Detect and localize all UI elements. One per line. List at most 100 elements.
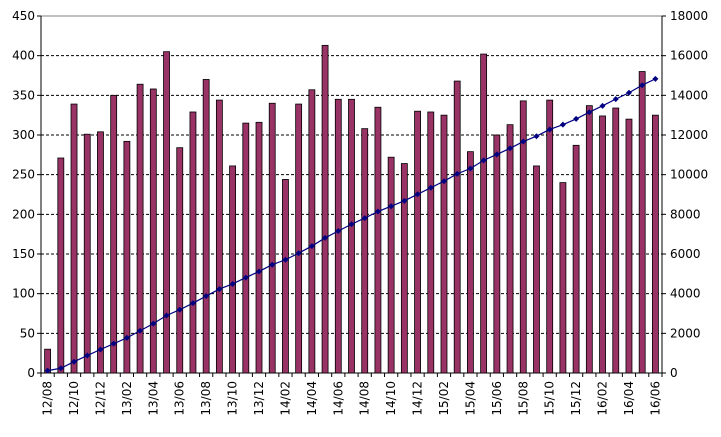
- bar: [453, 80, 461, 374]
- line-point: [414, 191, 421, 198]
- x-tick-label: 12/12: [93, 381, 107, 416]
- line-point: [374, 208, 381, 215]
- bar: [467, 151, 474, 374]
- line-point: [150, 320, 157, 327]
- bar: [189, 111, 197, 374]
- line-point: [573, 115, 580, 122]
- line-point: [203, 293, 210, 300]
- bar: [599, 115, 606, 374]
- x-tick-label: 13/02: [120, 381, 134, 416]
- bar: [229, 165, 236, 374]
- line-point: [467, 165, 474, 172]
- line-point: [189, 300, 196, 307]
- bar: [334, 98, 342, 374]
- line-point: [520, 138, 527, 145]
- bar: [149, 88, 157, 374]
- line-point: [361, 215, 368, 222]
- x-tick-label: 14/10: [384, 381, 398, 416]
- line-point: [176, 306, 183, 313]
- line-point: [427, 184, 434, 191]
- x-tick-label: 13/12: [252, 381, 266, 416]
- y-left-tick-label: 200: [12, 207, 35, 221]
- line-point: [388, 203, 395, 210]
- line-point: [269, 261, 276, 268]
- y-left-tick-label: 300: [12, 128, 35, 142]
- x-tick-label: 14/04: [305, 381, 319, 416]
- bar: [427, 111, 435, 374]
- bar: [651, 114, 659, 374]
- line-point: [652, 75, 659, 82]
- bar: [348, 98, 355, 374]
- bar: [638, 71, 646, 374]
- line-point: [546, 126, 553, 133]
- x-tick-label: 14/06: [331, 381, 345, 416]
- bar: [295, 103, 303, 374]
- bar: [506, 124, 514, 374]
- y-left-tick-label: 250: [12, 168, 35, 182]
- bar: [57, 157, 65, 374]
- bar: [519, 100, 527, 374]
- bar: [136, 83, 144, 374]
- line-point: [493, 151, 500, 158]
- line-point: [110, 340, 117, 347]
- bar: [387, 156, 395, 374]
- bar: [374, 106, 382, 374]
- line-point: [57, 365, 64, 372]
- line-point: [625, 89, 632, 96]
- x-tick-label: 15/02: [437, 381, 451, 416]
- bar: [440, 114, 448, 374]
- x-tick-label: 16/06: [648, 381, 662, 416]
- y-left-tick-label: 450: [12, 9, 35, 23]
- x-tick-label: 13/06: [173, 381, 187, 416]
- bar: [572, 144, 580, 374]
- line-point: [480, 157, 487, 164]
- y-left-tick-label: 400: [12, 49, 35, 63]
- line-point: [586, 109, 593, 116]
- line-point: [216, 286, 223, 293]
- bar: [163, 51, 170, 374]
- y-right-tick-label: 6000: [670, 247, 701, 261]
- line-point: [163, 312, 170, 319]
- bar: [176, 147, 184, 374]
- line-point: [308, 243, 315, 250]
- line-point: [295, 250, 302, 257]
- bar: [70, 103, 78, 374]
- x-tick-label: 12/08: [41, 381, 55, 416]
- line-point: [533, 133, 540, 140]
- y-right-tick-label: 0: [670, 366, 678, 380]
- x-tick-label: 16/04: [622, 381, 636, 416]
- bar: [83, 133, 91, 374]
- bar: [242, 122, 250, 374]
- bar: [414, 110, 421, 374]
- x-tick-label: 13/08: [199, 381, 213, 416]
- bar: [110, 94, 118, 374]
- line-point: [256, 268, 263, 275]
- x-tick-label: 14/08: [358, 381, 372, 416]
- bar: [612, 107, 620, 374]
- x-tick-label: 14/12: [411, 381, 425, 416]
- y-right-tick-label: 12000: [670, 128, 708, 142]
- line-point: [348, 221, 355, 228]
- bar: [493, 134, 501, 374]
- y-right-tick-label: 10000: [670, 168, 708, 182]
- bar: [559, 182, 567, 374]
- y-right-tick-label: 14000: [670, 88, 708, 102]
- x-tick-label: 13/10: [226, 381, 240, 416]
- y-right-tick-label: 4000: [670, 287, 701, 301]
- y-right-tick-label: 2000: [670, 326, 701, 340]
- bar: [123, 140, 131, 374]
- y-left-tick-label: 0: [27, 366, 35, 380]
- line-point: [335, 227, 342, 234]
- x-tick-label: 15/08: [516, 381, 530, 416]
- line-point: [559, 121, 566, 128]
- line-point: [71, 358, 78, 365]
- bar: [215, 99, 223, 374]
- x-tick-label: 15/12: [569, 381, 583, 416]
- y-left-tick-label: 150: [12, 247, 35, 261]
- bar: [255, 121, 263, 374]
- line-point: [599, 102, 606, 109]
- y-right-tick-label: 16000: [670, 49, 708, 63]
- y-left-tick-label: 100: [12, 287, 35, 301]
- line-point: [97, 346, 104, 353]
